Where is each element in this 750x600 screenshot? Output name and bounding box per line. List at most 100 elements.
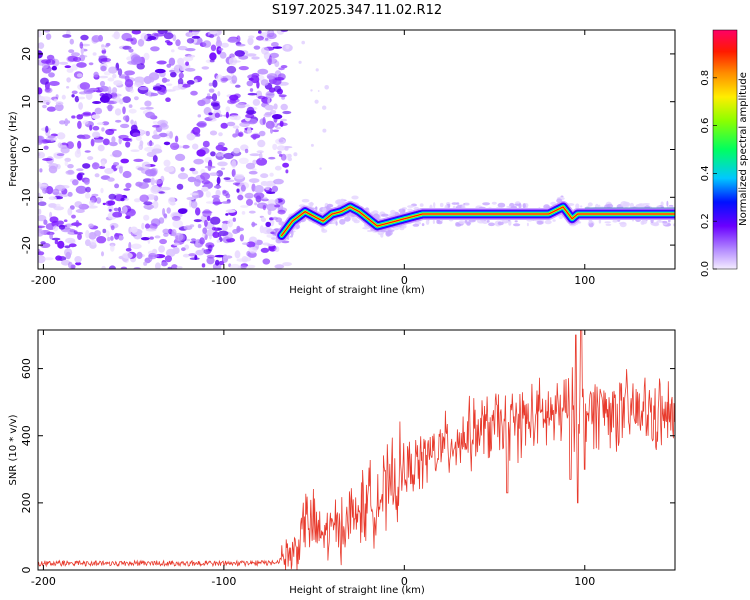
noise-speckle bbox=[40, 242, 51, 248]
noise-speckle bbox=[96, 197, 102, 204]
noise-speckle bbox=[267, 244, 275, 247]
noise-speckle bbox=[268, 87, 276, 93]
ridge-halo bbox=[322, 207, 327, 213]
ridge-halo bbox=[653, 222, 659, 226]
noise-speckle bbox=[186, 133, 196, 141]
noise-speckle bbox=[61, 194, 69, 197]
noise-speckle bbox=[282, 162, 289, 168]
spectrogram-noise bbox=[38, 30, 330, 269]
noise-speckle bbox=[284, 146, 289, 151]
noise-speckle bbox=[280, 65, 288, 69]
noise-speckle bbox=[193, 219, 202, 223]
noise-speckle bbox=[133, 198, 141, 203]
noise-speckle bbox=[239, 122, 250, 128]
noise-speckle bbox=[54, 239, 59, 245]
ridge-halo bbox=[436, 219, 440, 224]
noise-speckle bbox=[215, 144, 224, 151]
x-tick-label: -200 bbox=[31, 274, 56, 287]
noise-speckle bbox=[264, 37, 269, 41]
noise-speckle bbox=[220, 77, 229, 82]
noise-speckle bbox=[92, 125, 100, 131]
noise-speckle bbox=[71, 115, 76, 119]
noise-speckle bbox=[110, 244, 115, 252]
snr-panel: -200 -100 0 100 0 200 400 600 Height of straig… bbox=[8, 329, 676, 596]
ridge-core bbox=[280, 206, 675, 237]
noise-speckle bbox=[322, 105, 327, 110]
y-tick-label: 400 bbox=[20, 425, 33, 446]
noise-speckle bbox=[205, 201, 214, 204]
noise-speckle bbox=[77, 120, 82, 129]
noise-speckle bbox=[249, 88, 254, 92]
noise-speckle bbox=[177, 57, 185, 65]
noise-speckle bbox=[236, 227, 244, 232]
noise-speckle bbox=[237, 194, 244, 201]
noise-speckle bbox=[266, 32, 277, 40]
ridge-halo bbox=[486, 219, 490, 223]
noise-speckle bbox=[210, 216, 221, 225]
snr-y-label: SNR (10 * v/v) bbox=[8, 414, 19, 485]
noise-speckle bbox=[234, 173, 245, 180]
spectrogram-y-ticks: -20 -10 0 10 20 bbox=[20, 47, 675, 254]
noise-speckle bbox=[251, 168, 257, 171]
noise-speckle bbox=[141, 161, 151, 170]
noise-speckle bbox=[247, 37, 254, 46]
noise-speckle bbox=[234, 250, 241, 259]
noise-speckle bbox=[276, 145, 286, 151]
noise-speckle bbox=[100, 57, 112, 63]
ridge-halo bbox=[536, 220, 544, 225]
noise-speckle bbox=[206, 215, 211, 222]
ridge-halo bbox=[622, 202, 630, 208]
ridge-halo bbox=[289, 235, 293, 238]
x-tick-label: -100 bbox=[211, 575, 236, 588]
noise-speckle bbox=[61, 94, 66, 100]
noise-speckle bbox=[68, 243, 77, 248]
noise-speckle bbox=[49, 211, 53, 219]
ridge-halo bbox=[439, 202, 444, 208]
noise-speckle bbox=[164, 255, 172, 263]
noise-speckle bbox=[260, 217, 266, 223]
noise-speckle bbox=[272, 143, 278, 151]
noise-speckle bbox=[200, 172, 211, 181]
noise-speckle bbox=[111, 136, 116, 144]
noise-speckle bbox=[54, 103, 64, 112]
noise-speckle bbox=[190, 90, 198, 96]
noise-speckle bbox=[167, 266, 172, 269]
noise-speckle bbox=[125, 141, 131, 148]
noise-speckle bbox=[55, 101, 64, 106]
noise-speckle bbox=[158, 245, 166, 253]
noise-speckle bbox=[74, 256, 82, 263]
noise-speckle bbox=[251, 56, 260, 60]
noise-speckle bbox=[56, 220, 64, 225]
noise-speckle bbox=[212, 201, 223, 205]
noise-speckle bbox=[227, 37, 239, 43]
noise-speckle bbox=[79, 82, 91, 90]
ridge-halo bbox=[398, 208, 406, 213]
noise-speckle bbox=[152, 155, 158, 163]
noise-speckle bbox=[85, 186, 91, 193]
snr-background bbox=[38, 330, 675, 570]
noise-speckle bbox=[202, 227, 208, 234]
noise-speckle bbox=[186, 196, 195, 201]
noise-speckle bbox=[51, 237, 61, 241]
noise-speckle bbox=[231, 75, 238, 84]
noise-speckle bbox=[100, 65, 107, 72]
noise-speckle bbox=[96, 122, 105, 125]
noise-speckle bbox=[252, 98, 261, 106]
noise-speckle bbox=[133, 158, 144, 162]
colorbar-tick-label: 0.2 bbox=[700, 213, 711, 229]
noise-speckle bbox=[60, 259, 71, 266]
noise-speckle bbox=[85, 239, 91, 247]
noise-speckle bbox=[42, 104, 47, 109]
noise-speckle bbox=[220, 167, 226, 170]
noise-speckle bbox=[177, 208, 188, 215]
noise-speckle bbox=[139, 107, 146, 110]
noise-speckle bbox=[186, 80, 195, 85]
ridge-halo bbox=[412, 223, 420, 227]
noise-speckle bbox=[222, 189, 227, 194]
noise-speckle bbox=[184, 67, 196, 72]
noise-speckle bbox=[245, 264, 256, 269]
noise-speckle bbox=[132, 56, 143, 65]
noise-speckle bbox=[208, 82, 213, 87]
noise-speckle bbox=[226, 121, 236, 127]
noise-speckle bbox=[177, 45, 188, 51]
